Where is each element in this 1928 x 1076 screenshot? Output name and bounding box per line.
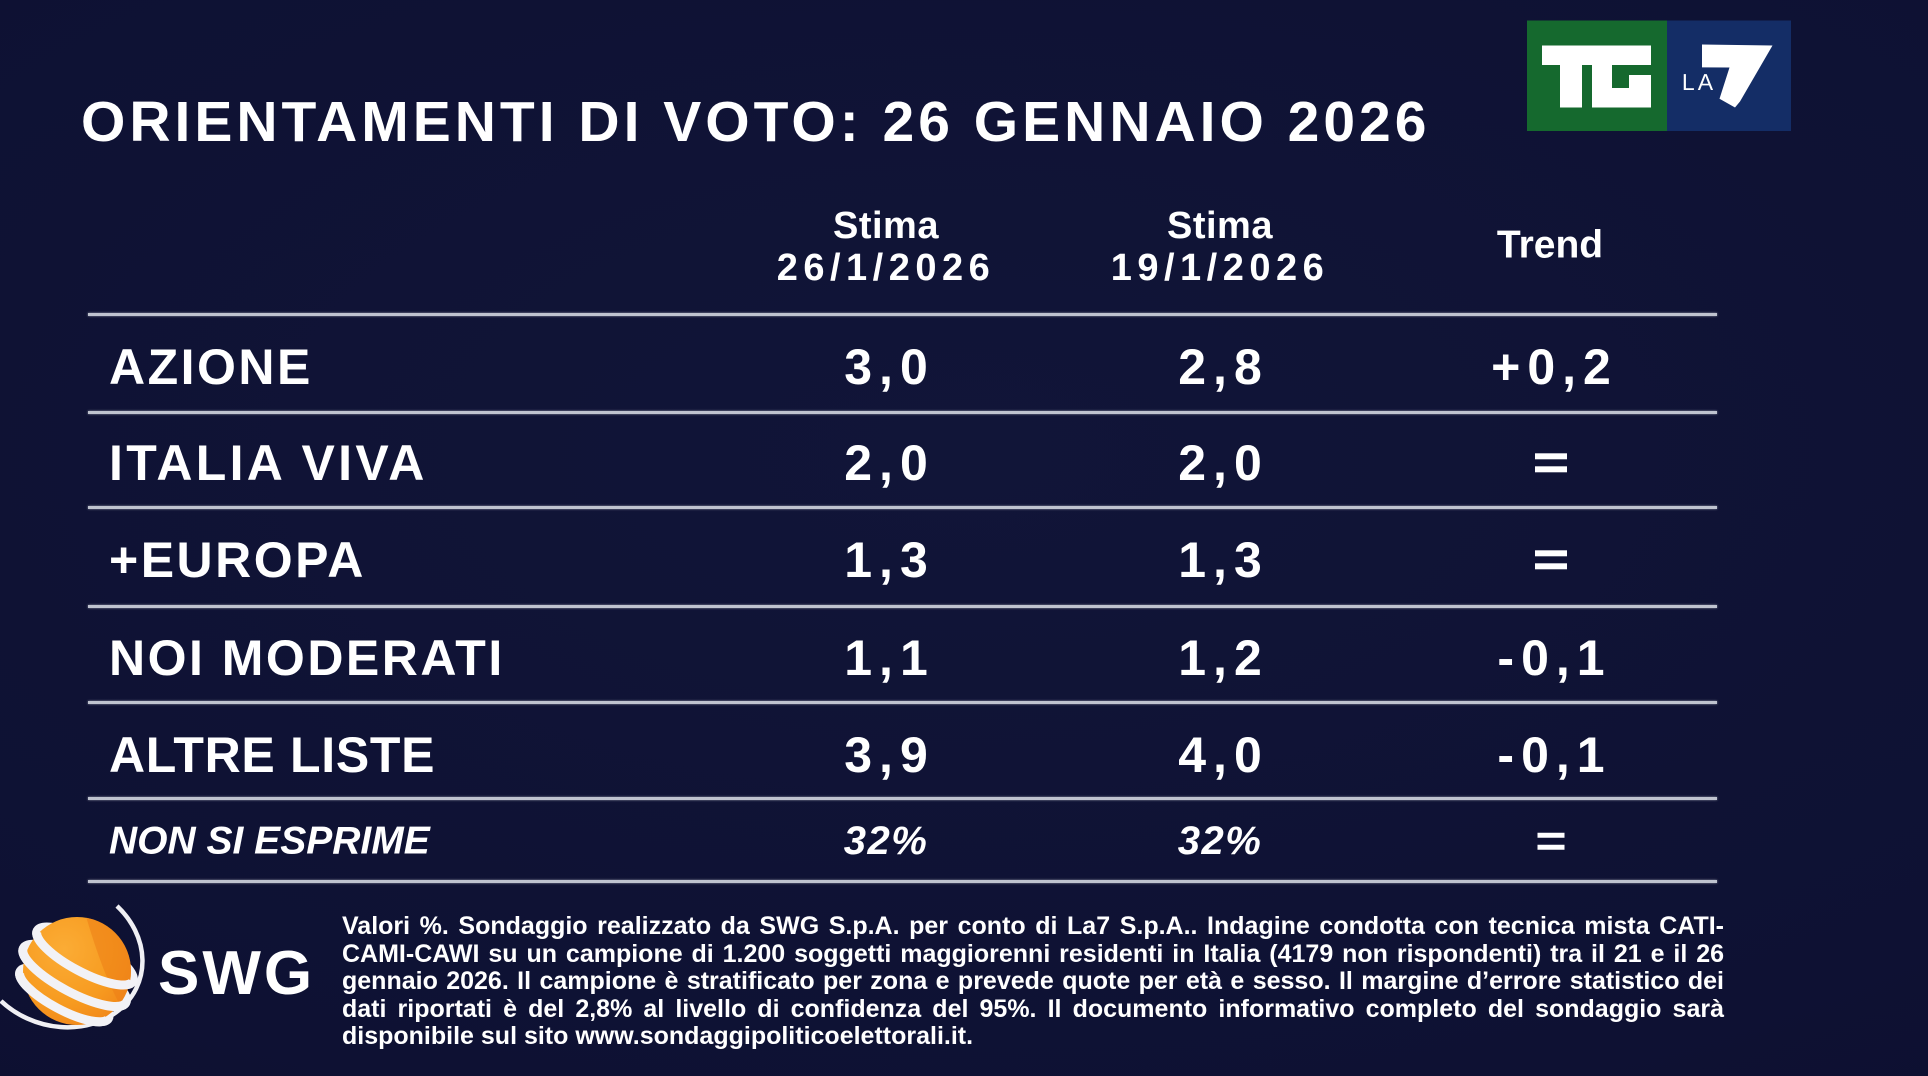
svg-text:LA: LA xyxy=(1682,69,1716,95)
svg-text:SWG: SWG xyxy=(158,939,315,1008)
